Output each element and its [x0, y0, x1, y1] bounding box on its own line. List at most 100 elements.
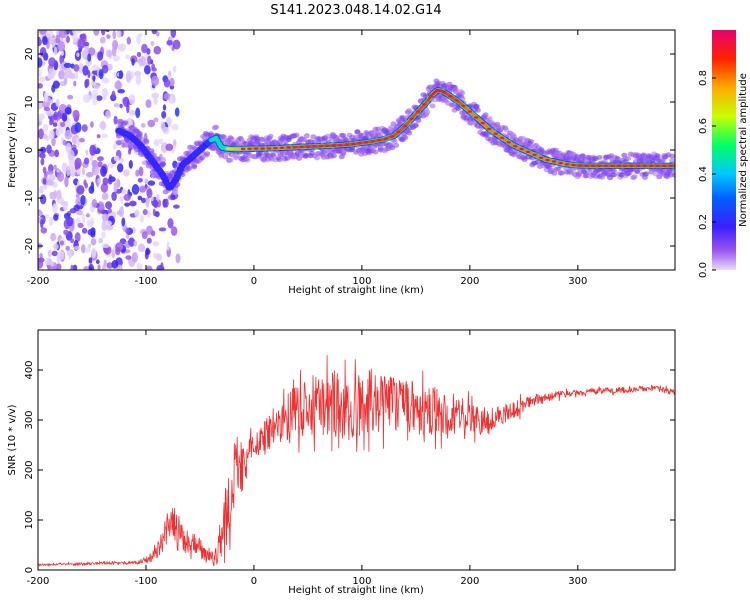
noise-blob — [153, 98, 158, 105]
noise-blob — [59, 240, 65, 246]
noise-blob — [101, 133, 109, 138]
noise-blob — [86, 171, 94, 178]
noise-blob — [53, 164, 57, 170]
noise-blob — [112, 30, 116, 40]
snr-panel: -200 -100 0 100 200 300 0 100 200 300 400 Height … — [7, 329, 676, 596]
noise-blob — [154, 211, 160, 218]
noise-blob — [101, 88, 109, 98]
noise-blob — [173, 204, 180, 209]
noise-blob — [97, 177, 101, 184]
ridge-halo — [474, 107, 481, 113]
noise-blob — [172, 39, 181, 50]
ridge-peak — [551, 160, 557, 163]
snr-y-tick-label: 400 — [24, 360, 35, 379]
noise-blob — [53, 46, 58, 56]
noise-blob — [171, 148, 175, 154]
noise-blob — [97, 51, 104, 61]
noise-blob — [52, 122, 58, 127]
snr-x-tick-label: 200 — [460, 576, 479, 587]
ridge-halo — [372, 149, 379, 155]
noise-blob — [160, 121, 166, 130]
ridge-halo — [228, 136, 235, 142]
noise-blob — [101, 243, 110, 248]
noise-blob — [153, 45, 162, 55]
noise-blob — [64, 68, 73, 79]
noise-blob — [115, 247, 121, 256]
noise-blob — [99, 121, 107, 130]
snr-marks — [38, 355, 675, 567]
noise-blob — [89, 155, 94, 162]
noise-blob — [139, 186, 147, 193]
noise-blob — [138, 166, 144, 177]
ridge-halo — [296, 155, 303, 161]
ridge-halo — [171, 189, 178, 195]
colorbar-tick-label: 0.8 — [698, 70, 709, 86]
noise-blob — [53, 189, 57, 200]
noise-blob — [137, 178, 143, 183]
noise-blob — [60, 121, 66, 127]
noise-blob — [48, 57, 56, 67]
ridge-peak — [370, 140, 375, 143]
noise-blob — [152, 241, 160, 247]
noise-blob — [101, 231, 106, 239]
noise-blob — [151, 92, 160, 99]
ridge-peak — [454, 99, 460, 102]
ridge-peak — [318, 144, 324, 148]
ridge-peak — [273, 146, 278, 150]
noise-blob — [75, 217, 81, 225]
ridge-halo — [614, 156, 621, 162]
snr-y-tick-label: 100 — [24, 510, 35, 529]
noise-blob — [141, 43, 148, 54]
ridge-peak — [389, 135, 395, 138]
ridge-peak — [597, 164, 602, 167]
noise-blob — [63, 62, 72, 68]
noise-blob — [145, 247, 150, 256]
noise-blob — [72, 264, 78, 270]
ridge-halo — [528, 139, 534, 145]
noise-blob — [86, 219, 94, 226]
noise-blob — [43, 106, 51, 112]
noise-blob — [60, 50, 64, 56]
ridge-halo — [213, 124, 220, 130]
noise-blob — [81, 124, 88, 132]
noise-blob — [107, 177, 113, 185]
noise-blob — [101, 213, 109, 222]
noise-blob — [125, 54, 131, 60]
noise-blob — [47, 249, 52, 258]
spectrogram-x-tick-label: 100 — [352, 276, 371, 287]
noise-blob — [136, 262, 143, 270]
ridge-peak — [305, 145, 311, 148]
noise-blob — [147, 119, 155, 128]
noise-blob — [100, 182, 109, 193]
noise-blob — [90, 238, 97, 246]
ridge-peak — [623, 164, 628, 167]
ridge-peak — [312, 145, 317, 148]
noise-blob — [153, 139, 160, 147]
noise-blob — [106, 262, 113, 269]
noise-blob — [82, 49, 89, 60]
noise-blob — [63, 229, 69, 235]
noise-blob — [170, 30, 177, 38]
ridge-peak — [299, 145, 304, 149]
ridge-halo — [610, 168, 617, 174]
noise-blob — [141, 231, 148, 240]
noise-blob — [135, 169, 140, 177]
noise-blob — [66, 165, 71, 177]
noise-blob — [51, 37, 56, 48]
noise-blob — [144, 65, 151, 75]
noise-blob — [101, 77, 110, 84]
ridge-halo — [185, 166, 192, 171]
ridge-peak — [260, 147, 265, 150]
ridge-halo — [220, 134, 227, 140]
noise-blob — [83, 266, 90, 270]
ridge-peak — [461, 104, 466, 108]
ridge-peak — [649, 164, 654, 167]
noise-blob — [55, 263, 62, 270]
ridge-peak — [364, 141, 369, 144]
spectrogram-x-tick-label: 300 — [568, 276, 587, 287]
noise-blob — [90, 181, 95, 192]
snr-frame — [37, 329, 676, 571]
noise-blob — [43, 92, 49, 103]
ridge-halo — [631, 174, 638, 180]
noise-blob — [73, 64, 80, 72]
